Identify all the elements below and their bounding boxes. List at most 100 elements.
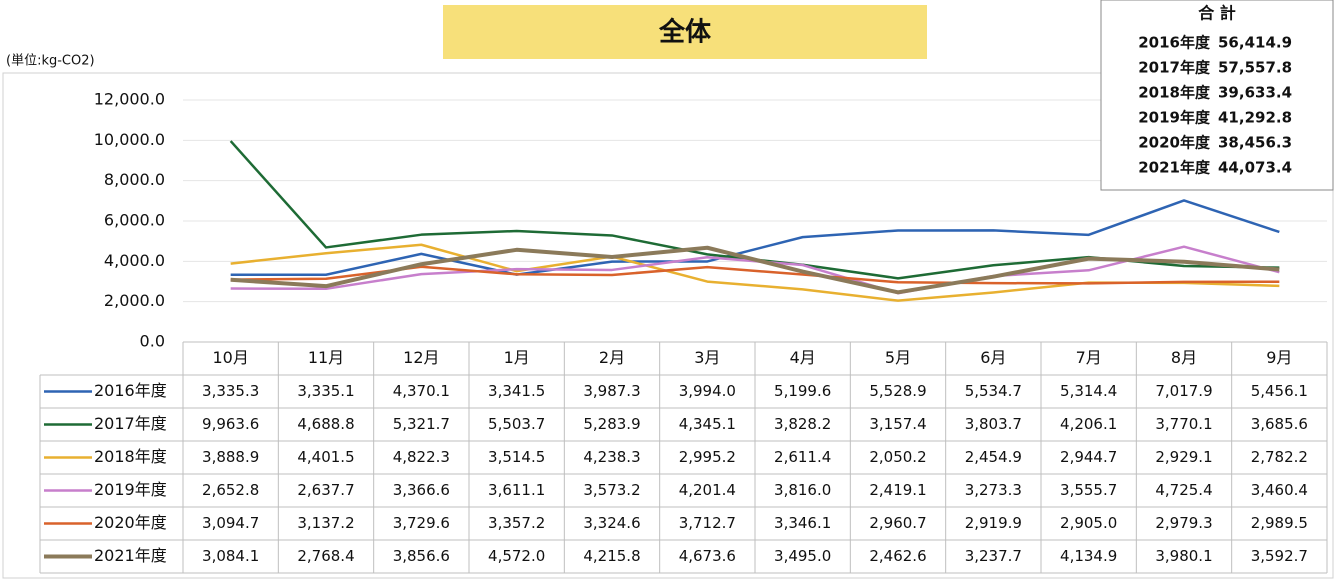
table-value: 2,989.5 (1251, 514, 1308, 532)
table-value: 5,321.7 (393, 415, 450, 433)
totals-value: 41,292.8 (1218, 109, 1292, 127)
table-value: 5,199.6 (774, 382, 831, 400)
table-value: 4,134.9 (1060, 547, 1117, 565)
table-value: 3,084.1 (202, 547, 259, 565)
table-value: 2,979.3 (1155, 514, 1212, 532)
table-value: 4,370.1 (393, 382, 450, 400)
table-value: 2,419.1 (869, 481, 926, 499)
table-value: 3,611.1 (488, 481, 545, 499)
x-tick-label: 11月 (308, 348, 344, 367)
y-tick-label: 12,000.0 (94, 90, 165, 109)
totals-title: 合 計 (1198, 4, 1236, 23)
table-value: 2,944.7 (1060, 448, 1117, 466)
table-value: 3,980.1 (1155, 547, 1212, 565)
table-value: 4,572.0 (488, 547, 545, 565)
x-tick-label: 10月 (212, 348, 248, 367)
x-tick-label: 2月 (599, 348, 625, 367)
table-value: 9,963.6 (202, 415, 259, 433)
table-value: 2,929.1 (1155, 448, 1212, 466)
table-value: 3,495.0 (774, 547, 831, 565)
totals-year: 2021年度 (1138, 159, 1211, 177)
table-value: 4,725.4 (1155, 481, 1212, 499)
y-tick-label: 6,000.0 (104, 211, 165, 230)
table-value: 2,454.9 (965, 448, 1022, 466)
x-tick-label: 9月 (1266, 348, 1292, 367)
table-value: 7,017.9 (1155, 382, 1212, 400)
table-value: 3,685.6 (1251, 415, 1308, 433)
table-value: 4,215.8 (583, 547, 640, 565)
table-value: 2,905.0 (1060, 514, 1117, 532)
table-value: 3,573.2 (583, 481, 640, 499)
table-value: 4,673.6 (679, 547, 736, 565)
totals-year: 2018年度 (1138, 84, 1211, 102)
table-value: 3,987.3 (583, 382, 640, 400)
totals-value: 44,073.4 (1218, 159, 1292, 177)
legend-label: 2016年度 (94, 381, 167, 400)
series-line (230, 245, 1280, 295)
table-value: 2,611.4 (774, 448, 831, 466)
x-tick-label: 5月 (885, 348, 911, 367)
table-value: 3,803.7 (965, 415, 1022, 433)
table-value: 3,157.4 (869, 415, 926, 433)
table-value: 3,366.6 (393, 481, 450, 499)
table-value: 5,456.1 (1251, 382, 1308, 400)
table-value: 2,782.2 (1251, 448, 1308, 466)
table-value: 5,503.7 (488, 415, 545, 433)
table-value: 3,335.3 (202, 382, 259, 400)
table-value: 3,770.1 (1155, 415, 1212, 433)
totals-year: 2017年度 (1138, 59, 1211, 77)
table-value: 3,592.7 (1251, 547, 1308, 565)
totals-box: 合 計 2016年度 56,414.9 2017年度 57,557.8 2018年度 39… (1100, 0, 1334, 191)
table-value: 3,729.6 (393, 514, 450, 532)
table-value: 3,341.5 (488, 382, 545, 400)
unit-label: (単位:kg-CO2) (6, 53, 95, 69)
table-value: 3,856.6 (393, 547, 450, 565)
series-line (230, 199, 1280, 276)
table-value: 4,401.5 (297, 448, 354, 466)
table-value: 4,206.1 (1060, 415, 1117, 433)
table-value: 2,995.2 (679, 448, 736, 466)
chart-title: 全体 (658, 17, 712, 48)
totals-frame (1100, 0, 1334, 191)
table-value: 3,994.0 (679, 382, 736, 400)
legend-label: 2019年度 (94, 480, 167, 499)
table-value: 2,652.8 (202, 481, 259, 499)
table-value: 3,237.7 (965, 547, 1022, 565)
table-value: 3,137.2 (297, 514, 354, 532)
table-value: 5,314.4 (1060, 382, 1117, 400)
table-value: 3,828.2 (774, 415, 831, 433)
x-tick-label: 8月 (1171, 348, 1197, 367)
y-tick-label: 10,000.0 (94, 130, 165, 149)
totals-year: 2019年度 (1138, 109, 1211, 127)
x-tick-label: 6月 (980, 348, 1006, 367)
y-tick-label: 8,000.0 (104, 170, 165, 189)
table-value: 3,514.5 (488, 448, 545, 466)
totals-value: 39,633.4 (1218, 84, 1292, 102)
table-value: 3,094.7 (202, 514, 259, 532)
table-value: 2,960.7 (869, 514, 926, 532)
title-box (443, 5, 927, 59)
table-value: 2,919.9 (965, 514, 1022, 532)
table-value: 3,712.7 (679, 514, 736, 532)
table-value: 2,768.4 (297, 547, 354, 565)
x-tick-label: 4月 (790, 348, 816, 367)
table-value: 4,201.4 (679, 481, 736, 499)
table-value: 3,816.0 (774, 481, 831, 499)
x-tick-label: 3月 (694, 348, 720, 367)
totals-value: 56,414.9 (1218, 34, 1292, 52)
table-value: 4,345.1 (679, 415, 736, 433)
table-value: 3,888.9 (202, 448, 259, 466)
x-tick-label: 7月 (1076, 348, 1102, 367)
y-tick-label: 4,000.0 (104, 251, 165, 270)
table-value: 2,462.6 (869, 547, 926, 565)
table-value: 4,822.3 (393, 448, 450, 466)
legend-label: 2020年度 (94, 513, 167, 532)
table-value: 4,238.3 (583, 448, 640, 466)
legend-label: 2017年度 (94, 414, 167, 433)
table-value: 5,534.7 (965, 382, 1022, 400)
table-value: 5,528.9 (869, 382, 926, 400)
table-value: 2,050.2 (869, 448, 926, 466)
x-tick-label: 1月 (504, 348, 530, 367)
table-value: 3,460.4 (1251, 481, 1308, 499)
